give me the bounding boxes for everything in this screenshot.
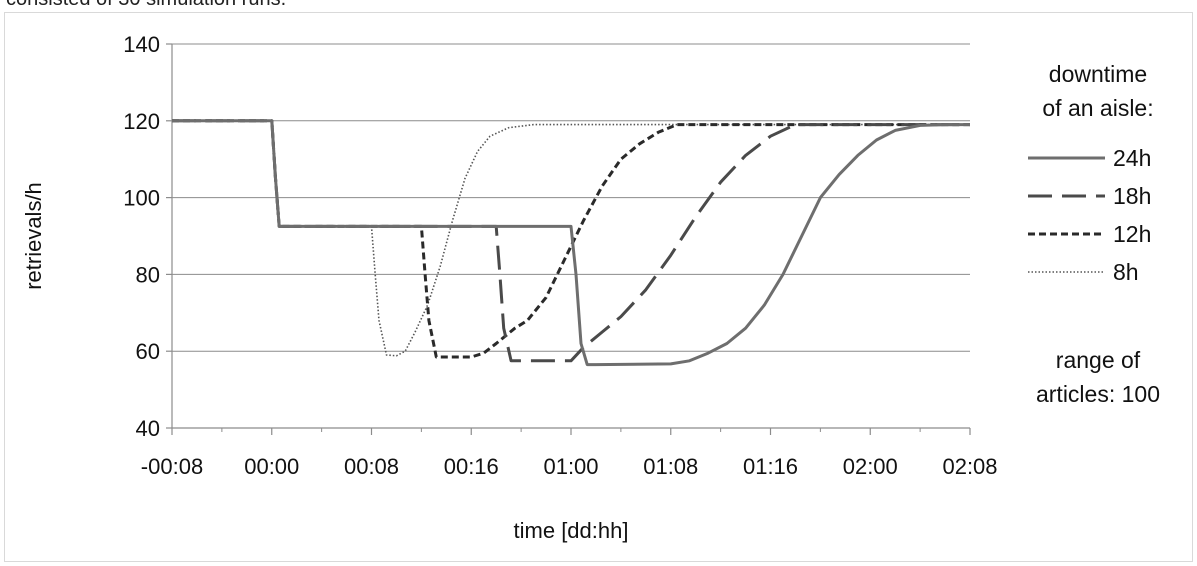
y-tick-label: 80 — [136, 262, 160, 287]
series-line-24h — [172, 119, 970, 367]
x-tick-label: 00:00 — [244, 454, 299, 479]
y-tick-label: 100 — [123, 186, 160, 211]
x-tick-label: 01:00 — [543, 454, 598, 479]
x-tick-label: 00:08 — [344, 454, 399, 479]
legend-title: downtime — [1049, 61, 1147, 87]
axes — [166, 43, 971, 435]
chart-frame: 40 60 80 100 120 140 -00:08 00:00 00:08 00:16 01:0… — [4, 12, 1193, 562]
x-axis-title: time [dd:hh] — [514, 518, 629, 543]
header-text: consisted of 30 simulation runs. — [6, 0, 286, 11]
legend-label-18h: 18h — [1113, 183, 1151, 209]
legend: downtime of an aisle: 24h 18h 12h 8h range of a… — [1028, 61, 1160, 407]
gridlines — [172, 43, 970, 352]
legend-label-12h: 12h — [1113, 221, 1151, 247]
y-tick-label: 140 — [123, 32, 160, 57]
legend-label-24h: 24h — [1113, 145, 1151, 171]
legend-footer: range of — [1056, 347, 1141, 373]
legend-footer: articles: 100 — [1036, 381, 1160, 407]
y-tick-label: 120 — [123, 109, 160, 134]
legend-label-8h: 8h — [1113, 259, 1139, 285]
axis-labels: 40 60 80 100 120 140 -00:08 00:00 00:08 00:16 01:0… — [21, 32, 998, 543]
x-tick-label: 01:08 — [643, 454, 698, 479]
x-tick-label: 01:16 — [743, 454, 798, 479]
y-axis-title: retrievals/h — [21, 182, 46, 290]
x-tick-label: -00:08 — [141, 454, 203, 479]
x-tick-label: 02:08 — [942, 454, 997, 479]
x-tick-label: 00:16 — [444, 454, 499, 479]
line-chart: 40 60 80 100 120 140 -00:08 00:00 00:08 00:16 01:0… — [21, 32, 1160, 543]
series-lines — [172, 119, 970, 367]
y-tick-label: 60 — [136, 339, 160, 364]
y-tick-label: 40 — [136, 416, 160, 441]
x-tick-label: 02:00 — [843, 454, 898, 479]
legend-title: of an aisle: — [1042, 95, 1153, 121]
